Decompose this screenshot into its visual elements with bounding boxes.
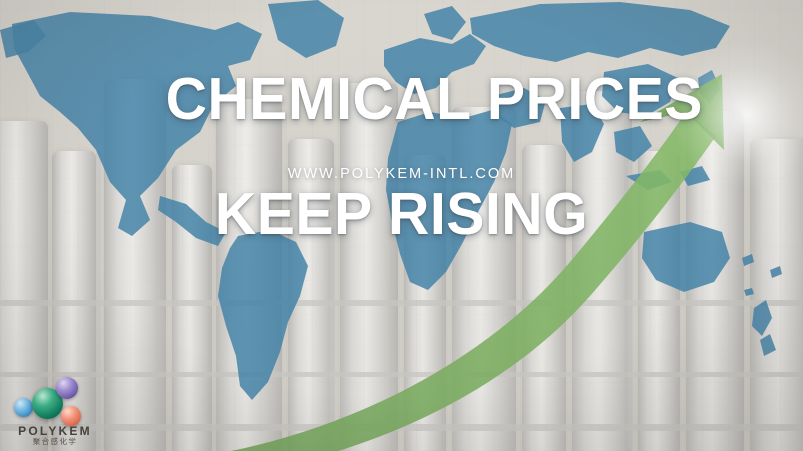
logo-wordmark: POLYKEM xyxy=(18,424,92,438)
headline-line-1: CHEMICAL PRICES xyxy=(165,66,703,133)
headline-line-2: KEEP RISING xyxy=(214,180,589,247)
red-sphere-icon xyxy=(61,406,81,426)
logo-subtitle: 聚合感化学 xyxy=(32,437,78,446)
light-flare xyxy=(672,40,803,190)
website-url[interactable]: WWW.POLYKEM-INTL.COM xyxy=(287,166,516,182)
blue-sphere-icon xyxy=(14,398,33,417)
purple-sphere-icon xyxy=(56,377,78,399)
page-title: CHEMICAL PRICES KEEP RISING xyxy=(12,14,791,357)
polykem-logo[interactable]: POLYKEM 聚合感化学 xyxy=(6,374,102,446)
